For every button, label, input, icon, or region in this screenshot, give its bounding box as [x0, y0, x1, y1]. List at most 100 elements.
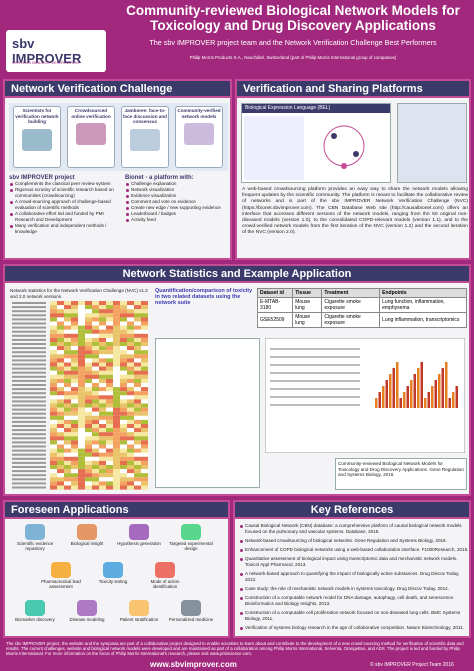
heat-cell — [141, 411, 148, 416]
dataset-table: Dataset id Tissue Treatment Endpoints E-MTAB… — [256, 288, 467, 328]
row-label — [12, 429, 46, 432]
heat-cell — [78, 469, 85, 474]
row-label — [12, 326, 46, 329]
heat-cell — [120, 321, 127, 326]
heat-cell — [71, 419, 78, 424]
heat-cell — [64, 395, 71, 400]
heat-cell — [57, 317, 64, 322]
heat-cell — [134, 481, 141, 486]
row-label — [12, 478, 46, 481]
figure-bar — [455, 386, 458, 408]
heat-cell — [64, 383, 71, 388]
heat-cell — [141, 403, 148, 408]
heat-cell — [50, 432, 57, 437]
heat-cell — [50, 469, 57, 474]
heat-cell — [127, 378, 134, 383]
heat-cell — [127, 325, 134, 330]
list-item: A collaborative effort led and funded by… — [9, 211, 117, 223]
heat-cell — [113, 325, 120, 330]
heat-cell — [78, 481, 85, 486]
heat-cell — [113, 415, 120, 420]
flow-icon — [130, 128, 160, 151]
heat-cell — [71, 481, 78, 486]
heat-cell — [64, 419, 71, 424]
heat-cell — [141, 370, 148, 375]
heat-cell — [99, 477, 106, 482]
heat-cell — [78, 342, 85, 347]
heat-cell — [57, 485, 64, 490]
heat-cell — [141, 469, 148, 474]
heat-cell — [50, 477, 57, 482]
heat-cell — [71, 395, 78, 400]
heat-cell — [92, 354, 99, 359]
footer-url[interactable]: www.sbvimprover.com — [150, 660, 237, 669]
heat-cell — [57, 415, 64, 420]
heat-cell — [106, 481, 113, 486]
heat-cell — [71, 333, 78, 338]
heat-cell — [64, 378, 71, 383]
heat-cell — [134, 469, 141, 474]
heat-cell — [127, 432, 134, 437]
heat-cell — [134, 391, 141, 396]
heat-cell — [99, 362, 106, 367]
heat-cell — [99, 428, 106, 433]
heat-cell — [106, 473, 113, 478]
heat-cell — [134, 325, 141, 330]
heat-cell — [85, 374, 92, 379]
table-cell: E-MTAB-3180 — [256, 297, 294, 313]
heat-cell — [120, 456, 127, 461]
list-item: Comment and vote on evidence — [125, 199, 229, 205]
heat-cell — [64, 432, 71, 437]
heat-cell — [50, 329, 57, 334]
heat-cell — [120, 415, 127, 420]
heat-cell — [120, 469, 127, 474]
heat-cell — [85, 354, 92, 359]
app-label: Biological insight — [70, 541, 104, 546]
heat-cell — [141, 448, 148, 453]
heat-cell — [106, 419, 113, 424]
heat-cell — [99, 403, 106, 408]
list-item: Create new edge / new supporting evidenc… — [125, 205, 229, 211]
heat-cell — [78, 317, 85, 322]
heat-cell — [120, 432, 127, 437]
heat-cell — [78, 378, 85, 383]
panel-stats: Network Statistics and Example Applicati… — [3, 264, 471, 496]
app-icon: Scientific evidence repository — [11, 524, 59, 551]
row-label — [12, 343, 46, 345]
panel-refs: Key References Causal Biological Network… — [233, 500, 471, 638]
heat-cell — [127, 477, 134, 482]
heat-cell — [106, 460, 113, 465]
heat-cell — [134, 411, 141, 416]
heat-cell — [106, 333, 113, 338]
heat-cell — [106, 477, 113, 482]
heat-cell — [113, 350, 120, 355]
figure-bar — [424, 398, 427, 408]
heat-cell — [78, 313, 85, 318]
row-label — [12, 486, 46, 489]
bionet-box: Bionet - a platform with: Challenge expl… — [125, 175, 229, 223]
app-label: Biomarker discovery — [15, 617, 55, 622]
heat-cell — [113, 465, 120, 470]
heat-cell — [99, 465, 106, 470]
heat-cell — [120, 473, 127, 478]
heat-cell — [50, 436, 57, 441]
heat-cell — [85, 366, 92, 371]
heat-cell — [141, 460, 148, 465]
heat-cell — [120, 391, 127, 396]
heat-cell — [78, 391, 85, 396]
heat-cell — [50, 407, 57, 412]
reference: Quantitative assessment of biological im… — [239, 556, 469, 568]
heat-cell — [92, 309, 99, 314]
row-label — [12, 392, 46, 395]
heat-cell — [134, 387, 141, 392]
row-label — [12, 334, 46, 337]
icon — [25, 524, 45, 540]
heat-cell — [64, 440, 71, 445]
heat-cell — [99, 395, 106, 400]
row-label — [12, 347, 46, 350]
panel-nvc: Network Verification Challenge Scientist… — [3, 79, 232, 260]
row-label — [12, 306, 46, 309]
app-label: Toxicity testing — [98, 579, 128, 584]
heat-cell — [127, 391, 134, 396]
heat-cell — [120, 411, 127, 416]
